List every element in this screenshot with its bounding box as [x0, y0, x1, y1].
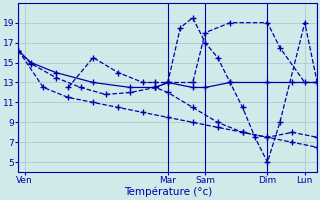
- X-axis label: Température (°c): Température (°c): [124, 187, 212, 197]
